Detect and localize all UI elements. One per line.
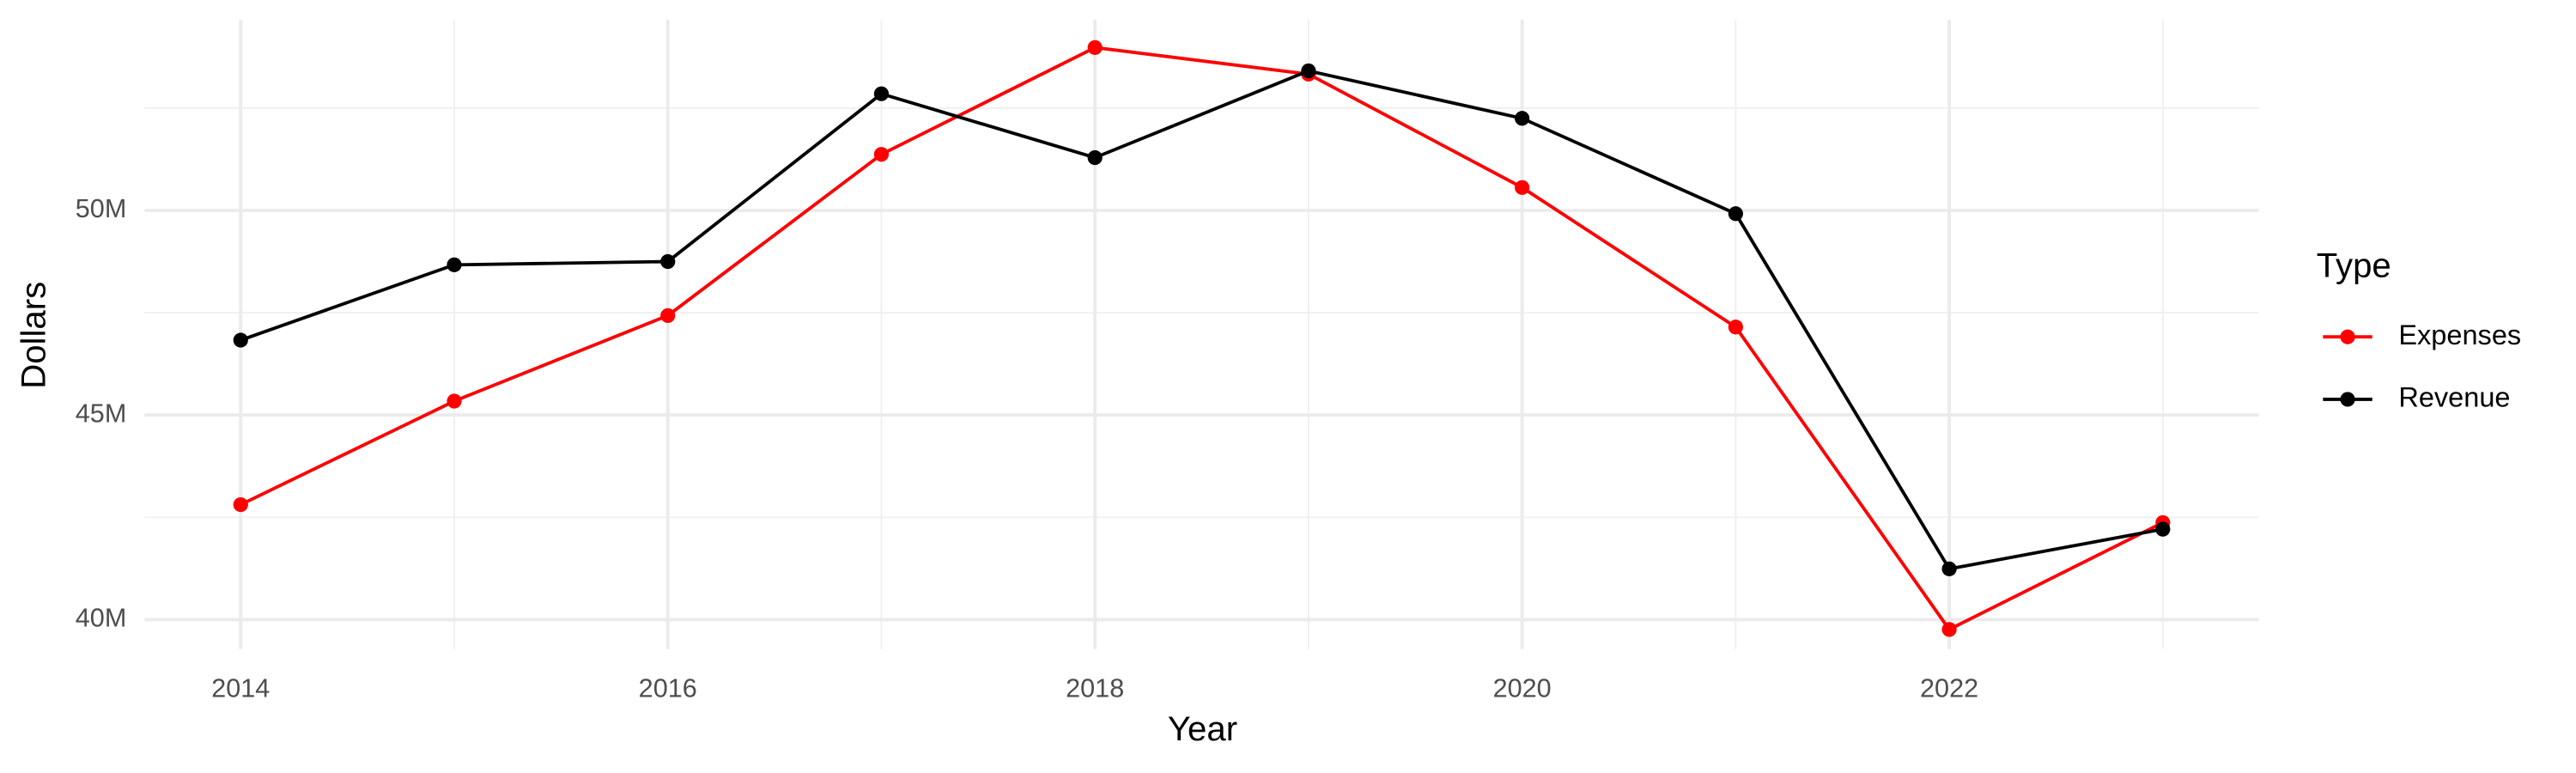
y-tick-label: 40M — [76, 604, 127, 633]
legend-label: Expenses — [2398, 320, 2521, 350]
data-point — [1515, 180, 1530, 195]
data-point — [1728, 206, 1743, 222]
data-point — [1087, 40, 1103, 55]
y-axis-title: Dollars — [15, 282, 53, 389]
data-point — [447, 393, 462, 409]
data-point — [1301, 63, 1316, 79]
x-axis-title: Year — [1168, 709, 1237, 748]
data-point — [1728, 320, 1743, 335]
legend-title: Type — [2317, 246, 2391, 284]
data-point — [233, 496, 248, 513]
data-point — [873, 86, 890, 101]
x-tick-label: 2022 — [1920, 674, 1978, 703]
legend-key-point — [2340, 392, 2355, 407]
data-point — [660, 307, 676, 324]
data-point — [447, 257, 462, 272]
data-point — [873, 147, 890, 162]
data-point — [1941, 561, 1957, 576]
x-tick-label: 2016 — [639, 674, 697, 703]
x-tick-label: 2020 — [1493, 674, 1552, 703]
legend-key-point — [2340, 329, 2355, 344]
legend-label: Revenue — [2398, 382, 2510, 413]
y-tick-label: 45M — [76, 399, 127, 428]
series-line — [240, 69, 2164, 571]
x-tick-label: 2014 — [211, 674, 270, 703]
data-point — [660, 253, 676, 270]
x-tick-label: 2018 — [1066, 674, 1124, 703]
data-point — [1941, 622, 1957, 637]
data-point — [1087, 149, 1103, 166]
y-tick-label: 50M — [76, 194, 127, 223]
data-point — [2155, 521, 2171, 537]
data-point — [1515, 111, 1530, 126]
data-point — [233, 332, 248, 348]
series-line — [240, 46, 2164, 632]
